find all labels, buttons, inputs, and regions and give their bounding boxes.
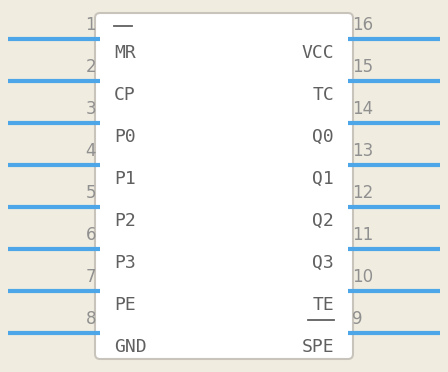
Text: 13: 13 (352, 142, 373, 160)
Text: Q2: Q2 (312, 212, 334, 230)
Text: 9: 9 (352, 310, 362, 328)
Text: P1: P1 (114, 170, 136, 188)
Text: PE: PE (114, 296, 136, 314)
Text: 10: 10 (352, 268, 373, 286)
Text: 15: 15 (352, 58, 373, 76)
Text: 14: 14 (352, 100, 373, 118)
Text: 7: 7 (86, 268, 96, 286)
Text: 1: 1 (86, 16, 96, 34)
Text: SPE: SPE (302, 338, 334, 356)
Text: 8: 8 (86, 310, 96, 328)
Text: VCC: VCC (302, 44, 334, 62)
Text: 12: 12 (352, 184, 373, 202)
Text: CP: CP (114, 86, 136, 104)
Text: MR: MR (114, 44, 136, 62)
Text: P0: P0 (114, 128, 136, 146)
Text: P2: P2 (114, 212, 136, 230)
Text: 5: 5 (86, 184, 96, 202)
Text: 4: 4 (86, 142, 96, 160)
Text: 6: 6 (86, 226, 96, 244)
Text: Q1: Q1 (312, 170, 334, 188)
Text: Q0: Q0 (312, 128, 334, 146)
Text: TC: TC (312, 86, 334, 104)
Text: TE: TE (312, 296, 334, 314)
Text: 11: 11 (352, 226, 373, 244)
Text: GND: GND (114, 338, 146, 356)
Text: 2: 2 (86, 58, 96, 76)
Text: Q3: Q3 (312, 254, 334, 272)
Text: P3: P3 (114, 254, 136, 272)
FancyBboxPatch shape (95, 13, 353, 359)
Text: 16: 16 (352, 16, 373, 34)
Text: 3: 3 (86, 100, 96, 118)
